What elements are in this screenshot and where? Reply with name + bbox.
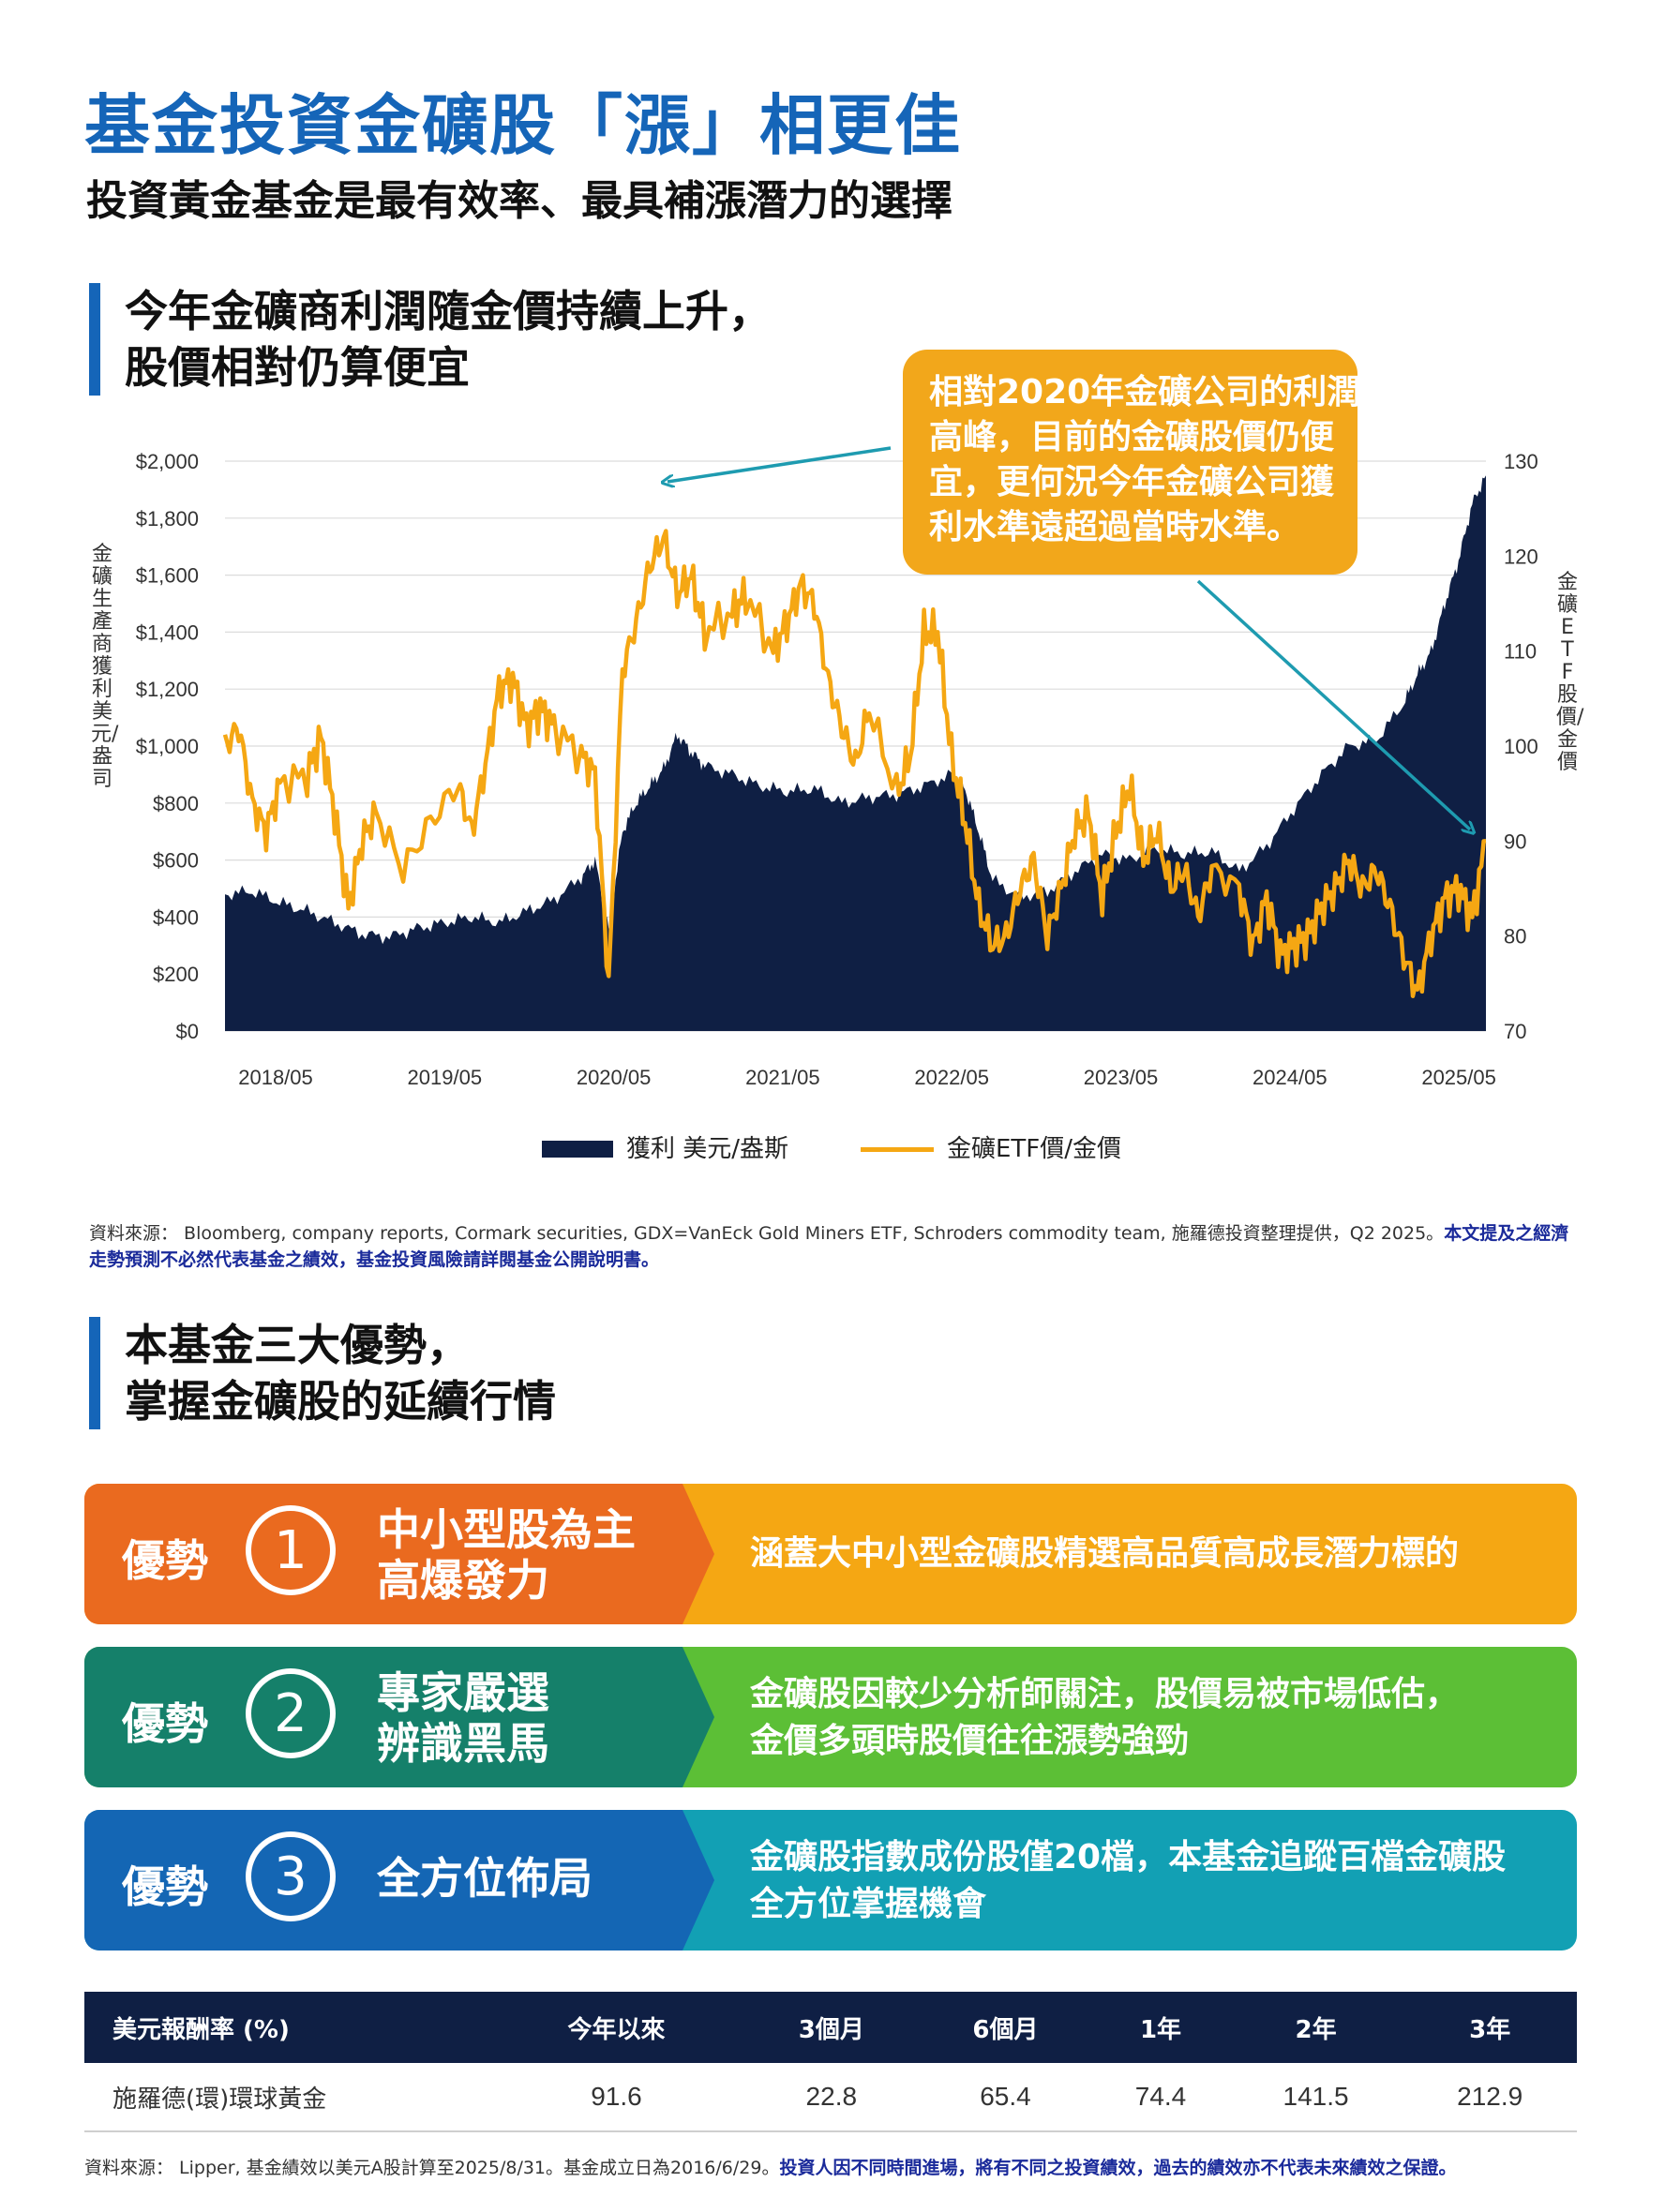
advantage-row-3: 優勢 3 全方位佈局 金礦股指數成份股僅20檔，本基金追蹤百檔金礦股 全方位掌握機… — [84, 1810, 1577, 1950]
x-tick: 2023/05 — [1084, 1066, 1159, 1089]
arrow-to-2025-current — [1196, 579, 1470, 830]
y-left-tick: $2,000 — [136, 450, 199, 473]
callout-arrows — [668, 446, 1470, 830]
source1-highlight-a: 本文提及之經濟 — [1444, 1223, 1569, 1244]
table-cell: 141.5 — [1228, 2063, 1403, 2132]
x-tick: 2018/05 — [238, 1066, 313, 1089]
y-left-tick: $0 — [176, 1020, 199, 1043]
table-header-cell: 3個月 — [743, 1992, 919, 2063]
source1-highlight-b: 走勢預測不必然代表基金之績效，基金投資風險請詳閱基金公開說明書。 — [89, 1249, 660, 1270]
advantage-desc: 涵蓋大中小型金礦股精選高品質高成長潛力標的 — [750, 1534, 1460, 1573]
y-left-tick: $200 — [153, 963, 199, 986]
section1-heading-line2: 股價相對仍算便宜 — [125, 342, 470, 393]
advantage-number-badge: 1 — [246, 1505, 336, 1595]
advantage-row-2: 優勢 2 專家嚴選 辨識黑馬 金礦股因較少分析師關注，股價易被市場低估， 金價多頭時… — [84, 1647, 1577, 1787]
table-cell: 65.4 — [918, 2063, 1093, 2132]
advantage-label: 優勢 — [122, 1698, 208, 1749]
x-tick: 2020/05 — [577, 1066, 652, 1089]
y-right-tick: 120 — [1504, 545, 1538, 568]
table-row: 施羅德(環)環球黃金 91.6 22.8 65.4 74.4 141.5 212… — [84, 2063, 1577, 2132]
y-left-tick-labels: $2,000 $1,800 $1,600 $1,400 $1,200 $1,000 $800… — [136, 450, 199, 1043]
legend-profit-label: 獲利 美元/盎斯 — [626, 1135, 789, 1163]
advantage-title: 中小型股為主 高爆發力 — [377, 1504, 636, 1606]
y-right-tick: 110 — [1504, 640, 1537, 664]
section2-heading: 本基金三大優勢， 掌握金礦股的延續行情 — [89, 1317, 556, 1429]
table-source-note: 資料來源： Lipper, 基金績效以美元A股計算至2025/8/31。基金成立… — [84, 2154, 1456, 2179]
advantage-title: 專家嚴選 辨識黑馬 — [377, 1667, 549, 1769]
y-left-tick: $400 — [153, 905, 199, 929]
advantage-desc: 金礦股因較少分析師關注，股價易被市場低估， 金價多頭時股價往往漲勢強勁 — [750, 1675, 1460, 1760]
y-left-tick: $1,800 — [136, 507, 199, 531]
page-title: 基金投資金礦股「漲」相更佳 — [84, 87, 962, 164]
y-left-axis-label: 金礦生產商獲利 美元/盎司 — [91, 543, 119, 791]
table-header-row: 美元報酬率 (%) 今年以來 3個月 6個月 1年 2年 3年 — [84, 1992, 1577, 2063]
advantage-label: 優勢 — [122, 1861, 208, 1912]
chart-legend: 獲利 美元/盎斯 金礦ETF價/金價 — [0, 1129, 1665, 1167]
x-tick: 2024/05 — [1252, 1066, 1328, 1089]
callout-line: 利水準遠超過當時水準。 — [929, 508, 1301, 546]
table-cell: 212.9 — [1402, 2063, 1577, 2132]
table-header-cell: 美元報酬率 (%) — [84, 1992, 488, 2063]
callout-line: 宜，更何況今年金礦公司獲 — [929, 463, 1335, 501]
ratio-line-series — [222, 529, 1487, 998]
y-right-tick: 70 — [1504, 1020, 1526, 1043]
x-tick: 2019/05 — [408, 1066, 483, 1089]
chart-source-note: 資料來源： Bloomberg, company reports, Cormar… — [89, 1220, 1589, 1273]
table-header-cell: 1年 — [1092, 1992, 1229, 2063]
y-right-tick: 80 — [1504, 925, 1526, 949]
advantage-desc: 金礦股指數成份股僅20檔，本基金追蹤百檔金礦股 全方位掌握機會 — [750, 1838, 1507, 1923]
advantage-number-badge: 2 — [246, 1668, 336, 1758]
y-right-tick: 100 — [1504, 735, 1538, 758]
profit-ratio-chart: $2,000 $1,800 $1,600 $1,400 $1,200 $1,000 $800… — [136, 446, 1538, 1089]
table-cell: 施羅德(環)環球黃金 — [84, 2063, 488, 2132]
section2-heading-line1: 本基金三大優勢， — [125, 1320, 470, 1370]
y-left-tick: $1,600 — [136, 564, 199, 588]
advantage-row-1: 優勢 1 中小型股為主 高爆發力 涵蓋大中小型金礦股精選高品質高成長潛力標的 — [84, 1484, 1577, 1624]
table-header-cell: 6個月 — [918, 1992, 1093, 2063]
x-tick: 2021/05 — [745, 1066, 820, 1089]
source2-highlight: 投資人因不同時間進場，將有不同之投資績效，過去的績效亦不代表未來績效之保證。 — [779, 2158, 1457, 2178]
section1-heading-line1: 今年金礦商利潤隨金價持續上升， — [125, 286, 772, 336]
advantage-number-badge: 3 — [246, 1831, 336, 1921]
advantage-title: 全方位佈局 — [377, 1853, 592, 1904]
page-subtitle: 投資黃金基金是最有效率、最具補漲潛力的選擇 — [86, 177, 952, 225]
section1-heading: 今年金礦商利潤隨金價持續上升， 股價相對仍算便宜 — [89, 283, 772, 396]
y-left-tick: $600 — [153, 849, 199, 873]
chart-callout: 相對2020年金礦公司的利潤 高峰，目前的金礦股價仍便 宜，更何況今年金礦公司獲… — [903, 350, 1361, 575]
advantage-label: 優勢 — [122, 1535, 208, 1586]
performance-table: 美元報酬率 (%) 今年以來 3個月 6個月 1年 2年 3年 施羅德(環)環球… — [84, 1992, 1577, 2132]
table-header-cell: 3年 — [1402, 1992, 1577, 2063]
source2-text: 資料來源： Lipper, 基金績效以美元A股計算至2025/8/31。基金成立… — [84, 2158, 780, 2178]
table-cell: 74.4 — [1092, 2063, 1229, 2132]
y-left-tick: $1,400 — [136, 620, 199, 644]
ratio-line — [222, 529, 1487, 998]
legend-ratio-swatch — [861, 1147, 934, 1152]
y-right-tick: 90 — [1504, 830, 1526, 853]
y-right-axis-label: 金礦ETF股價/金價 — [1556, 571, 1584, 774]
table-cell: 22.8 — [743, 2063, 919, 2132]
callout-line: 高峰，目前的金礦股價仍便 — [929, 418, 1335, 456]
x-tick-labels: 2018/05 2019/05 2020/05 2021/05 2022/05 2023/… — [238, 1066, 1496, 1089]
x-tick: 2022/05 — [914, 1066, 989, 1089]
callout-line: 相對2020年金礦公司的利潤 — [929, 373, 1361, 411]
arrow-to-2020-peak — [668, 446, 892, 482]
table-header-cell: 2年 — [1228, 1992, 1403, 2063]
y-left-tick: $800 — [153, 792, 199, 815]
y-left-tick: $1,200 — [136, 678, 199, 701]
source1-text: 資料來源： Bloomberg, company reports, Cormar… — [89, 1223, 1445, 1244]
legend-ratio-label: 金礦ETF價/金價 — [947, 1135, 1122, 1163]
table-header-cell: 今年以來 — [488, 1992, 744, 2063]
section2-heading-line2: 掌握金礦股的延續行情 — [125, 1376, 556, 1427]
y-left-tick: $1,000 — [136, 735, 199, 758]
table-cell: 91.6 — [488, 2063, 744, 2132]
y-right-tick: 130 — [1504, 450, 1538, 473]
y-right-tick-labels: 130 120 110 100 90 80 70 — [1504, 450, 1538, 1043]
legend-profit-swatch — [542, 1141, 613, 1158]
x-tick: 2025/05 — [1421, 1066, 1496, 1089]
